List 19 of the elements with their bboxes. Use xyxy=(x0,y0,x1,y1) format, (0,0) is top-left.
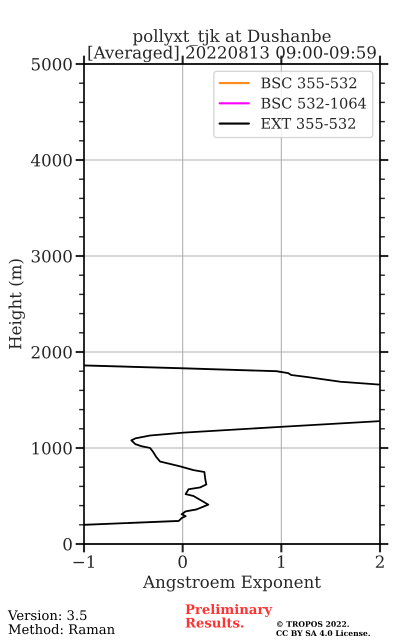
y-tick-label: 5000 xyxy=(32,58,72,71)
legend-label: BSC 355-532 xyxy=(261,77,356,88)
legend-label: BSC 532-1064 xyxy=(261,98,366,109)
x-tick-label: 0 xyxy=(178,555,187,568)
text: Version: 3.5 xyxy=(8,610,86,620)
y-axis-title: Height (m) xyxy=(8,259,25,350)
x-tick-label: 2 xyxy=(376,555,384,568)
y-tick-label: 4000 xyxy=(30,154,72,167)
y-tick-label: 0 xyxy=(63,538,72,551)
text: Method: Raman xyxy=(8,624,115,634)
x-tick-label: −1 xyxy=(73,555,94,568)
chart-title: pollyxt_tjk at Dushanbe [Averaged] 20220813 09:00-09:59 xyxy=(88,29,376,62)
x-axis-title: Angstroem Exponent xyxy=(142,576,321,592)
x-tick-label: 1 xyxy=(278,555,284,568)
y-tick-label: 3000 xyxy=(32,250,72,263)
text: Preliminary Results. xyxy=(186,604,272,628)
legend-label: EXT 355-532 xyxy=(261,118,356,129)
y-tick-label: 1000 xyxy=(32,442,72,455)
y-tick-label: 2000 xyxy=(32,346,72,359)
